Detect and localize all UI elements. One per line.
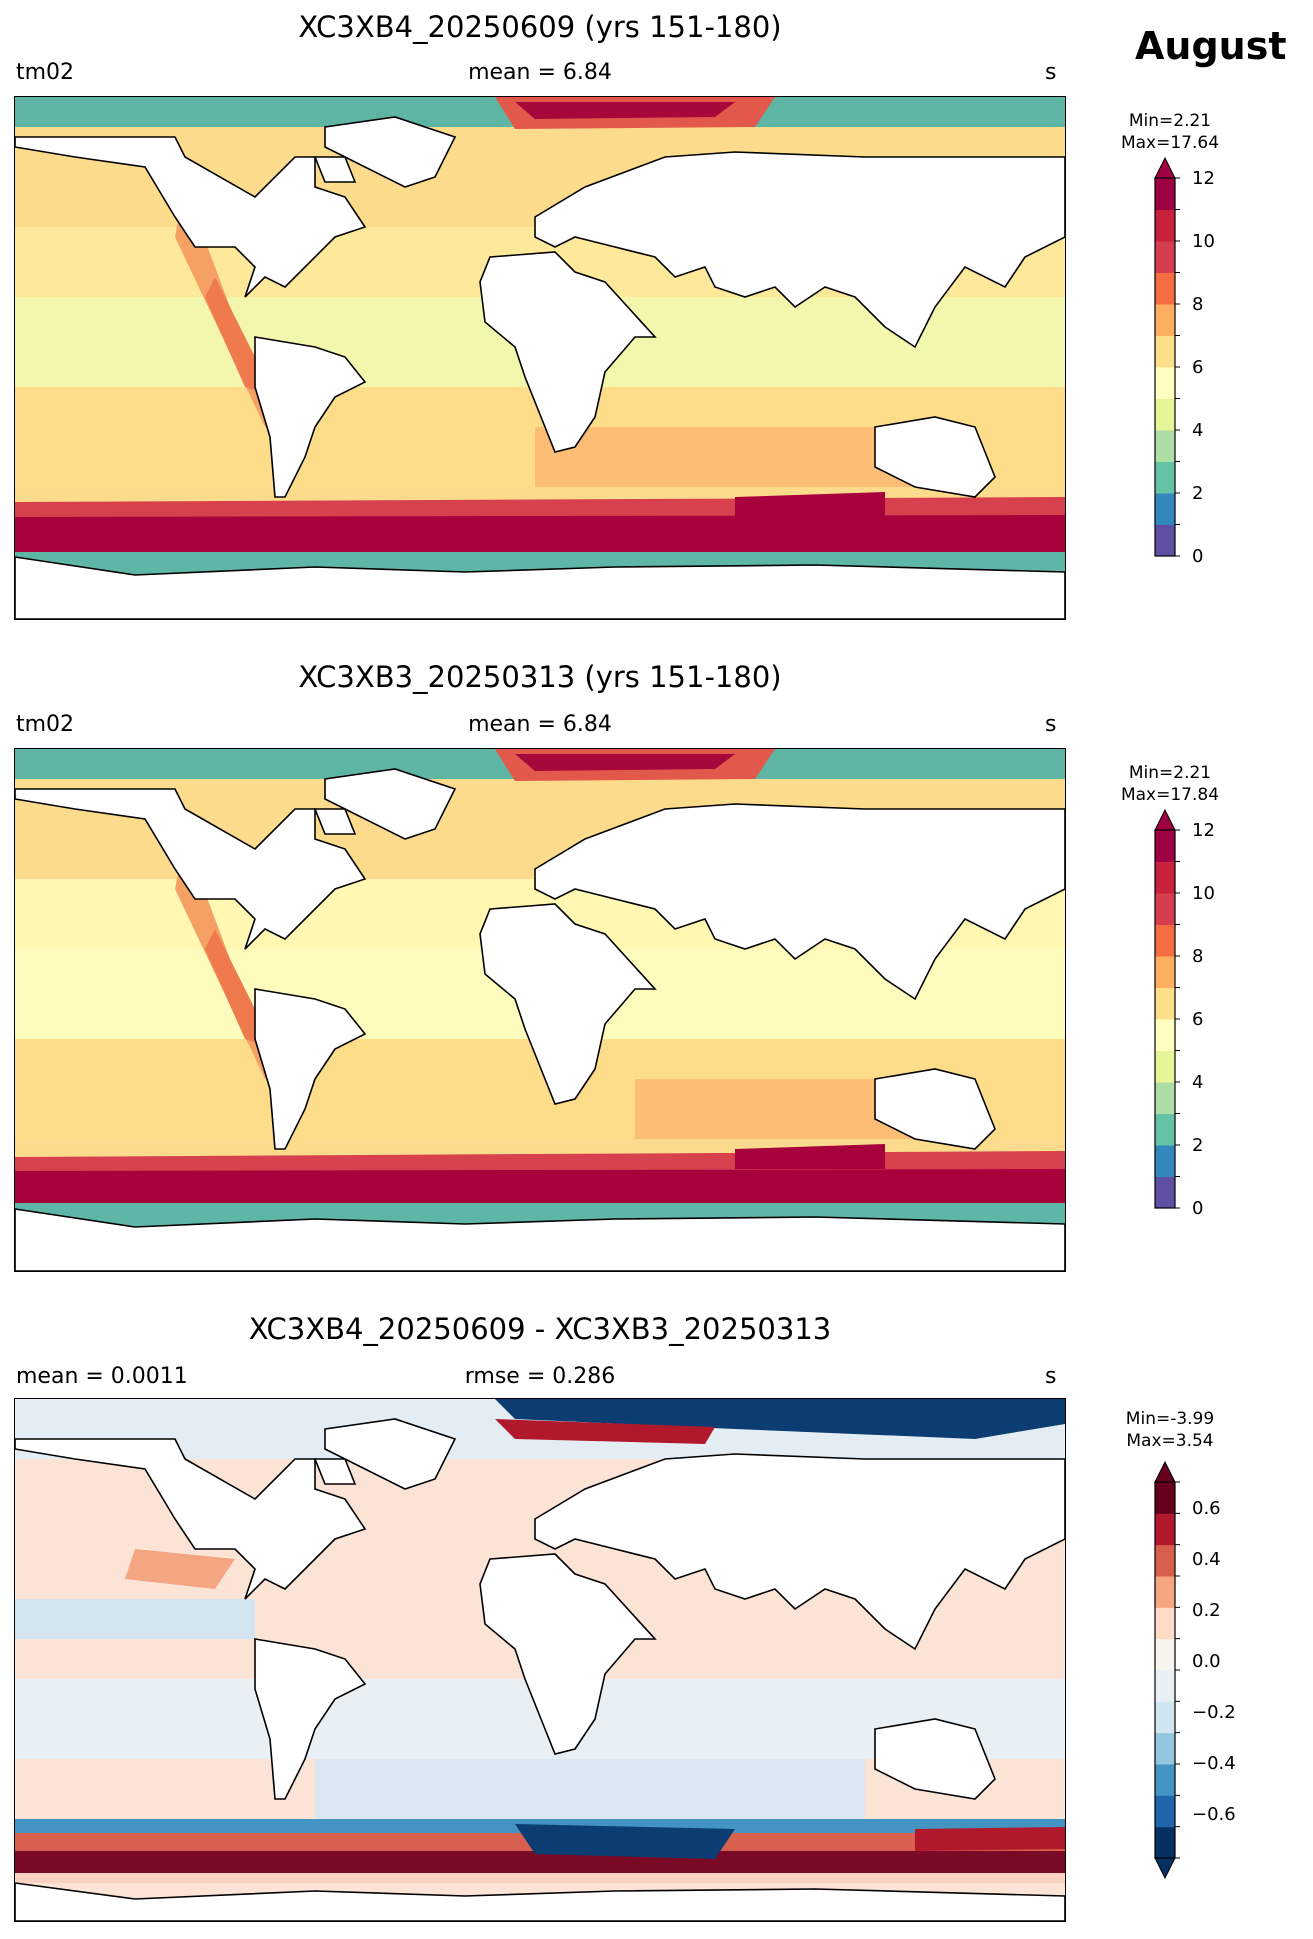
colorbar-extend-max <box>1154 156 1176 179</box>
colorbar-segment <box>1155 461 1175 494</box>
colorbar-segment <box>1155 1482 1175 1514</box>
colorbar-segment <box>1155 987 1175 1020</box>
colorbar-segment <box>1155 1732 1175 1765</box>
panel-3-mean: mean = 0.0011 <box>16 1364 188 1389</box>
colorbar-segment <box>1155 304 1175 336</box>
colorbar-extend-max <box>1154 1460 1176 1483</box>
panel-3-colorbar <box>1154 1460 1180 1880</box>
colorbar-segment <box>1155 1576 1175 1608</box>
panel-2-min: Min=2.21 <box>1128 763 1212 783</box>
panel-3-colorbar-tick-6: 0.6 <box>1192 1498 1221 1519</box>
colorbar-extend-max <box>1154 808 1176 831</box>
panel-3-colorbar-tick-4: 0.2 <box>1192 1600 1221 1621</box>
panel-3-map-field <box>15 1399 1065 1921</box>
colorbar-segment <box>1155 1795 1175 1828</box>
colorbar-segment <box>1155 1701 1175 1734</box>
panel-2-colorbar-tick-5: 10 <box>1192 883 1215 904</box>
panel-2-variable: tm02 <box>16 712 75 737</box>
panel-3-colorbar-tick-2: −0.2 <box>1192 1702 1236 1723</box>
panel-2-colorbar-tick-4: 8 <box>1192 946 1204 967</box>
colorbar-segment <box>1155 1607 1175 1640</box>
colorbar-segment <box>1155 1113 1175 1146</box>
panel-1-colorbar-tick-5: 10 <box>1192 231 1215 252</box>
colorbar-segment <box>1155 1513 1175 1546</box>
panel-3-title: XC3XB4_20250609 - XC3XB3_20250313 <box>248 1312 832 1346</box>
panel-3-colorbar-tick-5: 0.4 <box>1192 1549 1221 1570</box>
colorbar-segment <box>1155 924 1175 957</box>
colorbar-segment <box>1155 1176 1175 1209</box>
panel-3-min: Min=-3.99 <box>1125 1409 1215 1429</box>
panel-2-colorbar-tick-3: 6 <box>1192 1009 1204 1030</box>
panel-2-mean: mean = 6.84 <box>468 712 612 737</box>
colorbar-segment <box>1155 367 1175 399</box>
panel-2-colorbar-tick-1: 2 <box>1192 1135 1204 1156</box>
panel-3-colorbar-tick-1: −0.4 <box>1192 1753 1236 1774</box>
colorbar-segment <box>1155 1019 1175 1051</box>
colorbar-segment <box>1155 1670 1175 1702</box>
colorbar-segment <box>1155 335 1175 368</box>
colorbar-segment <box>1155 1638 1175 1671</box>
panel-2-map-field <box>15 749 1065 1271</box>
colorbar-segment <box>1155 272 1175 305</box>
panel-2-colorbar-tick-2: 4 <box>1192 1072 1204 1093</box>
panel-1-colorbar-tick-4: 8 <box>1192 294 1204 315</box>
panel-1-min: Min=2.21 <box>1128 111 1212 131</box>
panel-2-colorbar-tick-6: 12 <box>1192 820 1215 841</box>
colorbar-segment <box>1155 493 1175 525</box>
colorbar-segment <box>1155 861 1175 894</box>
panel-3-max: Max=3.54 <box>1126 1431 1214 1451</box>
colorbar-segment <box>1155 178 1175 210</box>
panel-1-title: XC3XB4_20250609 (yrs 151-180) <box>298 10 782 44</box>
colorbar-segment <box>1155 893 1175 925</box>
colorbar-extend-min <box>1154 1857 1176 1880</box>
panel-2-title: XC3XB3_20250313 (yrs 151-180) <box>298 660 782 694</box>
panel-1-units: s <box>1045 60 1057 85</box>
panel-2-units: s <box>1045 712 1057 737</box>
month-label: August <box>1135 24 1287 68</box>
panel-1-variable: tm02 <box>16 60 75 85</box>
colorbar-segment <box>1155 430 1175 462</box>
panel-3-map <box>14 1398 1066 1922</box>
colorbar-segment <box>1155 1082 1175 1114</box>
panel-1-colorbar <box>1154 156 1180 557</box>
panel-1-colorbar-tick-0: 0 <box>1192 546 1204 567</box>
colorbar-segment <box>1155 209 1175 242</box>
panel-1-mean: mean = 6.84 <box>468 60 612 85</box>
colorbar-segment <box>1155 956 1175 988</box>
colorbar-segment <box>1155 524 1175 557</box>
colorbar-segment <box>1155 398 1175 431</box>
panel-1-colorbar-tick-1: 2 <box>1192 483 1204 504</box>
panel-1-map-field <box>15 97 1065 619</box>
panel-3-units: s <box>1045 1364 1057 1389</box>
colorbar-segment <box>1155 241 1175 273</box>
panel-1-max: Max=17.64 <box>1120 133 1220 153</box>
panel-2-colorbar <box>1154 808 1180 1209</box>
panel-2-colorbar-tick-0: 0 <box>1192 1198 1204 1219</box>
colorbar-segment <box>1155 1050 1175 1083</box>
panel-2-max: Max=17.84 <box>1120 785 1220 805</box>
colorbar-segment <box>1155 1544 1175 1577</box>
panel-3-rmse: rmse = 0.286 <box>464 1364 616 1389</box>
colorbar-segment <box>1155 1826 1175 1859</box>
panel-1-colorbar-tick-3: 6 <box>1192 357 1204 378</box>
colorbar-segment <box>1155 1764 1175 1796</box>
panel-3-colorbar-tick-0: −0.6 <box>1192 1804 1236 1825</box>
panel-3-colorbar-tick-3: 0.0 <box>1192 1651 1221 1672</box>
panel-1-map <box>14 96 1066 620</box>
colorbar-segment <box>1155 830 1175 862</box>
colorbar-segment <box>1155 1145 1175 1177</box>
panel-2-map <box>14 748 1066 1272</box>
panel-1-colorbar-tick-2: 4 <box>1192 420 1204 441</box>
panel-1-colorbar-tick-6: 12 <box>1192 168 1215 189</box>
